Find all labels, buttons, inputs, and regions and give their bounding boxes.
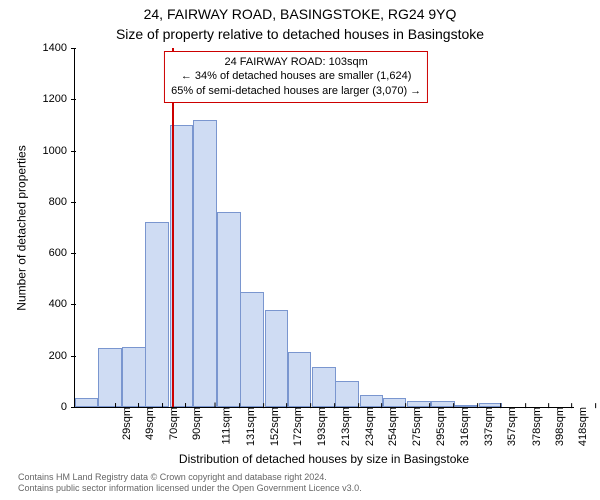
x-tick: 111sqm: [216, 407, 232, 445]
x-axis-label: Distribution of detached houses by size …: [74, 452, 574, 466]
x-tick: 337sqm: [479, 407, 495, 446]
x-tick: 275sqm: [408, 407, 424, 446]
bar: [240, 292, 264, 407]
y-tick: 1200: [43, 93, 75, 105]
x-tick: 193sqm: [313, 407, 329, 446]
x-tick: 357sqm: [502, 407, 518, 446]
annotation-line2: ← 34% of detached houses are smaller (1,…: [171, 69, 421, 84]
x-tick: 254sqm: [383, 407, 399, 446]
x-tick: 213sqm: [336, 407, 352, 446]
annotation-box: 24 FAIRWAY ROAD: 103sqm ← 34% of detache…: [164, 51, 428, 104]
x-tick: 90sqm: [187, 407, 203, 440]
y-tick: 1400: [43, 42, 75, 54]
bar: [75, 398, 99, 407]
bar: [122, 347, 146, 407]
x-tick: 234sqm: [360, 407, 376, 446]
footer: Contains HM Land Registry data © Crown c…: [18, 472, 362, 495]
bar: [360, 395, 384, 407]
annotation-line3: 65% of semi-detached houses are larger (…: [171, 84, 421, 99]
y-tick: 800: [49, 196, 75, 208]
x-tick: 29sqm: [117, 407, 133, 440]
bar: [288, 352, 312, 407]
title-address: 24, FAIRWAY ROAD, BASINGSTOKE, RG24 9YQ: [0, 6, 600, 22]
y-tick: 0: [61, 401, 75, 413]
bar: [335, 381, 359, 407]
footer-line1: Contains HM Land Registry data © Crown c…: [18, 472, 362, 483]
x-tick: 398sqm: [550, 407, 566, 446]
x-tick: 172sqm: [288, 407, 304, 446]
bar: [98, 348, 122, 407]
bar: [193, 120, 217, 407]
annotation-line1: 24 FAIRWAY ROAD: 103sqm: [171, 55, 421, 70]
y-tick: 600: [49, 247, 75, 259]
y-tick: 200: [49, 350, 75, 362]
x-tick: 295sqm: [431, 407, 447, 446]
x-tick: 418sqm: [573, 407, 589, 446]
x-tick: 316sqm: [455, 407, 471, 446]
bar: [265, 310, 289, 407]
y-axis-label-wrap: Number of detached properties: [14, 48, 30, 408]
x-tick: 152sqm: [265, 407, 281, 446]
y-tick: 1000: [43, 145, 75, 157]
y-tick: 400: [49, 298, 75, 310]
bar: [145, 222, 169, 407]
x-tick: 70sqm: [164, 407, 180, 440]
x-tick: 131sqm: [241, 407, 257, 446]
x-tick: 378sqm: [527, 407, 543, 446]
footer-line2: Contains public sector information licen…: [18, 483, 362, 494]
figure: 24, FAIRWAY ROAD, BASINGSTOKE, RG24 9YQ …: [0, 0, 600, 500]
bar: [217, 212, 241, 407]
bar: [312, 367, 336, 407]
title-main: Size of property relative to detached ho…: [0, 26, 600, 42]
x-tick: 49sqm: [140, 407, 156, 440]
plot-area: 24 FAIRWAY ROAD: 103sqm ← 34% of detache…: [74, 48, 574, 408]
y-axis-label: Number of detached properties: [15, 145, 29, 310]
bar: [383, 398, 407, 407]
